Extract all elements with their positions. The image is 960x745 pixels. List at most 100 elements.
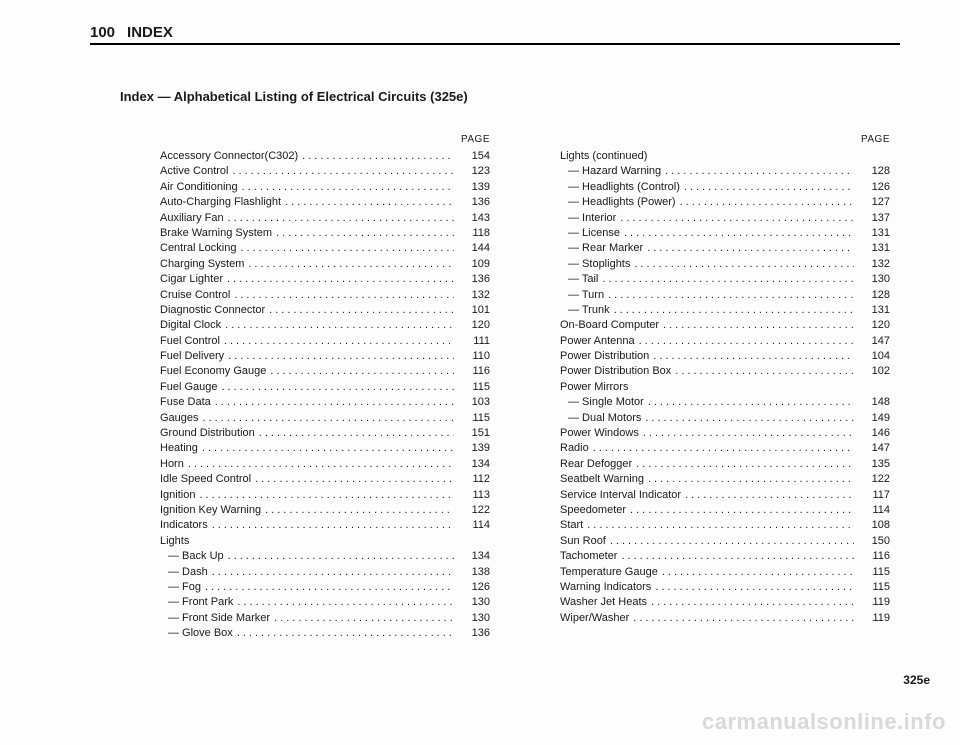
index-row: Diagnostic Connector101 xyxy=(160,303,490,318)
dot-leader xyxy=(647,595,854,610)
index-row: Power Antenna147 xyxy=(560,334,890,349)
dot-leader xyxy=(217,380,454,395)
index-entry-label: Auxiliary Fan xyxy=(160,211,224,226)
index-entry-label: Power Distribution xyxy=(560,349,649,364)
dot-leader xyxy=(199,411,454,426)
index-entry-label: Horn xyxy=(160,457,184,472)
index-entry-page: 115 xyxy=(854,580,890,595)
dot-leader xyxy=(211,395,454,410)
index-entry-page: 139 xyxy=(454,180,490,195)
index-entry-page: 102 xyxy=(854,364,890,379)
dot-leader xyxy=(261,503,454,518)
index-row: Tachometer116 xyxy=(560,549,890,564)
index-row: Indicators114 xyxy=(160,518,490,533)
index-entry-page: 122 xyxy=(854,472,890,487)
index-row: Power Mirrors xyxy=(560,380,890,395)
index-entry-page: 130 xyxy=(454,611,490,626)
index-entry-page: 144 xyxy=(454,241,490,256)
index-entry-label: — Rear Marker xyxy=(560,241,643,256)
dot-leader xyxy=(230,288,454,303)
index-entry-label: Fuse Data xyxy=(160,395,211,410)
index-row: Speedometer114 xyxy=(560,503,890,518)
index-entry-label: Power Antenna xyxy=(560,334,635,349)
dot-leader xyxy=(298,149,454,164)
index-entry-label: — Front Park xyxy=(160,595,233,610)
dot-leader xyxy=(201,580,454,595)
index-row: Power Windows146 xyxy=(560,426,890,441)
index-row: Fuse Data103 xyxy=(160,395,490,410)
dot-leader xyxy=(598,272,854,287)
index-entry-label: Speedometer xyxy=(560,503,626,518)
index-entry-label: Cruise Control xyxy=(160,288,230,303)
index-entry-page: 135 xyxy=(854,457,890,472)
index-row: — Front Park130 xyxy=(160,595,490,610)
index-row: Fuel Economy Gauge116 xyxy=(160,364,490,379)
dot-leader xyxy=(630,257,854,272)
index-entry-page: 132 xyxy=(454,288,490,303)
index-entry-page: 104 xyxy=(854,349,890,364)
index-entry-page: 128 xyxy=(854,164,890,179)
index-left-column: PAGE Accessory Connector(C302)154Active … xyxy=(160,134,490,642)
index-row: Sun Roof 150 xyxy=(560,534,890,549)
dot-leader xyxy=(626,503,854,518)
dot-leader xyxy=(195,488,454,503)
index-entry-label: — Interior xyxy=(560,211,616,226)
index-entry-page: 154 xyxy=(454,149,490,164)
index-row: Ground Distribution151 xyxy=(160,426,490,441)
index-entry-page: 150 xyxy=(854,534,890,549)
index-row: Lights xyxy=(160,534,490,549)
index-row: Horn134 xyxy=(160,457,490,472)
index-row: — Glove Box136 xyxy=(160,626,490,641)
dot-leader xyxy=(659,318,854,333)
index-entry-page: 146 xyxy=(854,426,890,441)
index-entry-label: Power Mirrors xyxy=(560,380,628,395)
index-entry-page: 116 xyxy=(454,364,490,379)
left-list: Accessory Connector(C302)154Active Contr… xyxy=(160,149,490,642)
index-entry-label: — Trunk xyxy=(560,303,610,318)
dot-leader xyxy=(661,164,854,179)
dot-leader xyxy=(620,226,854,241)
dot-leader xyxy=(649,349,854,364)
dot-leader xyxy=(228,164,454,179)
index-entry-page: 127 xyxy=(854,195,890,210)
index-entry-page: 117 xyxy=(854,488,890,503)
index-row: — License131 xyxy=(560,226,890,241)
watermark-text: carmanualsonline.info xyxy=(702,709,946,735)
dot-leader xyxy=(251,472,454,487)
index-entry-label: — Dual Motors xyxy=(560,411,641,426)
index-entry-page: 137 xyxy=(854,211,890,226)
index-row: Fuel Control111 xyxy=(160,334,490,349)
index-entry-label: Start xyxy=(560,518,583,533)
dot-leader xyxy=(208,518,454,533)
index-entry-label: Brake Warning System xyxy=(160,226,272,241)
index-entry-page: 113 xyxy=(454,488,490,503)
index-entry-label: Sun Roof xyxy=(560,534,606,549)
index-entry-page: 136 xyxy=(454,272,490,287)
dot-leader xyxy=(644,472,854,487)
index-entry-label: Temperature Gauge xyxy=(560,565,658,580)
column-header: PAGE xyxy=(160,134,490,145)
index-entry-label: Radio xyxy=(560,441,589,456)
index-entry-label: On-Board Computer xyxy=(560,318,659,333)
index-entry-label: Gauges xyxy=(160,411,199,426)
dot-leader xyxy=(632,457,854,472)
index-entry-label: — Fog xyxy=(160,580,201,595)
index-row: Lights (continued) xyxy=(560,149,890,164)
index-entry-page: 115 xyxy=(454,380,490,395)
index-entry-label: — Tail xyxy=(560,272,598,287)
index-row: — Tail130 xyxy=(560,272,890,287)
index-columns: PAGE Accessory Connector(C302)154Active … xyxy=(160,134,900,642)
index-right-column: PAGE Lights (continued)— Hazard Warning1… xyxy=(560,134,890,642)
index-entry-page: 147 xyxy=(854,441,890,456)
index-entry-label: — Headlights (Power) xyxy=(560,195,676,210)
dot-leader xyxy=(221,318,454,333)
index-entry-page: 131 xyxy=(854,241,890,256)
index-entry-page: 116 xyxy=(854,549,890,564)
index-entry-label: — Front Side Marker xyxy=(160,611,270,626)
index-row: Auxiliary Fan143 xyxy=(160,211,490,226)
index-row: Temperature Gauge115 xyxy=(560,565,890,580)
index-row: — Fog126 xyxy=(160,580,490,595)
index-row: — Back Up134 xyxy=(160,549,490,564)
dot-leader xyxy=(255,426,454,441)
index-entry-page: 110 xyxy=(454,349,490,364)
